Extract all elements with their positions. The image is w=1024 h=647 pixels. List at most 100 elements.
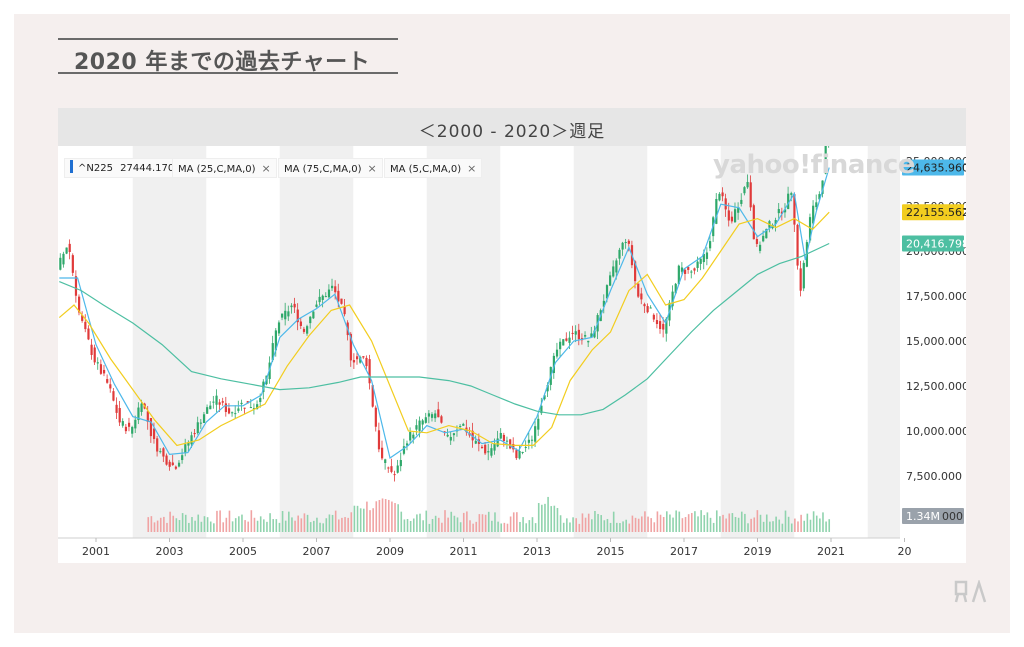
volume-bar — [309, 522, 312, 532]
candle-body — [87, 328, 90, 340]
year-band — [426, 146, 501, 538]
volume-bar — [765, 514, 768, 532]
volume-bar — [259, 516, 262, 532]
close-icon[interactable]: × — [367, 162, 377, 175]
volume-bar — [762, 521, 765, 532]
candle-body — [309, 316, 312, 324]
volume-bar — [369, 510, 371, 532]
volume-bar — [194, 520, 196, 532]
candle-body — [377, 430, 381, 450]
volume-bar — [547, 496, 549, 532]
volume-bar — [381, 498, 384, 532]
x-tick-label: 2017 — [670, 545, 698, 558]
candle-body — [640, 293, 643, 300]
volume-bar — [491, 520, 493, 532]
candle-body — [821, 180, 824, 194]
volume-bar — [512, 512, 515, 532]
candle-body — [274, 330, 277, 351]
candle-body — [552, 355, 556, 374]
volume-bar — [769, 521, 771, 532]
candle-body — [184, 444, 187, 454]
candle-body — [427, 413, 431, 417]
chart-svg[interactable]: 2001 2003 2005 2007 2009 2011 2013 2015 2017 2019… — [58, 146, 966, 563]
volume-bar — [556, 507, 559, 532]
volume-bar — [344, 517, 346, 532]
volume-bar — [675, 510, 677, 532]
candle-body — [409, 432, 412, 441]
volume-bar — [828, 519, 831, 532]
candle-body — [449, 436, 452, 441]
candle-body — [593, 330, 596, 338]
y-tick-label: 12,500.000 — [906, 380, 966, 393]
legend-chip-ma5[interactable]: MA (5,C,MA,0) × — [384, 158, 483, 178]
volume-bar — [362, 508, 365, 532]
price-tag — [902, 204, 964, 221]
close-icon[interactable]: × — [467, 162, 477, 175]
legend-chip-ma25[interactable]: MA (25,C,MA,0) × — [172, 158, 277, 178]
volume-bar — [778, 519, 781, 532]
volume-bar — [625, 519, 627, 532]
volume-bar — [825, 521, 827, 532]
x-tick-label: 2013 — [523, 545, 551, 558]
candle-body — [615, 260, 618, 273]
volume-bar — [516, 512, 518, 532]
candle-body — [708, 241, 712, 249]
close-icon[interactable]: × — [261, 162, 271, 175]
volume-bar — [528, 520, 531, 532]
chart-card: ＜2000 - 2020＞週足 2001 2003 2005 2007 2009 2011… — [58, 108, 966, 563]
candle-body — [162, 448, 165, 457]
volume-bar — [787, 516, 790, 532]
year-band — [573, 146, 648, 538]
price-tag-label: 22,155.562 — [906, 206, 966, 219]
volume-bar — [559, 515, 562, 532]
candle-body — [131, 427, 134, 434]
candle-body — [509, 439, 512, 449]
volume-bar — [416, 514, 418, 532]
candle-body — [306, 326, 309, 334]
x-tick-label: 2003 — [156, 545, 184, 558]
ma25-label: MA (25,C,MA,0) — [178, 164, 256, 175]
candle-body — [384, 459, 387, 463]
volume-bar — [584, 517, 587, 532]
candle-body — [190, 435, 193, 445]
candle-body — [81, 315, 84, 321]
candle-body — [733, 209, 737, 223]
volume-bar — [800, 514, 802, 532]
candle-body — [540, 405, 543, 414]
volume-bar — [747, 523, 749, 532]
volume-bar — [784, 510, 787, 532]
legend-chip-ticker[interactable]: ^N225 27444.170 — [64, 158, 181, 178]
volume-bar — [650, 518, 652, 532]
volume-bar — [656, 511, 659, 532]
volume-axis-label: 000 — [942, 510, 963, 523]
volume-bar — [238, 516, 240, 532]
volume-bar — [734, 516, 737, 532]
volume-bar — [178, 520, 181, 532]
candle-body — [521, 451, 524, 453]
volume-bar — [775, 516, 777, 532]
volume-bar — [475, 521, 478, 532]
volume-bar — [359, 508, 362, 532]
volume-bar — [578, 523, 581, 532]
volume-bars — [147, 496, 831, 532]
x-tick-label: 2021 — [817, 545, 845, 558]
candle-body — [165, 455, 168, 465]
candle-body — [134, 419, 137, 429]
candle-body — [577, 329, 580, 340]
candle-body — [259, 398, 262, 403]
candle-body — [234, 413, 237, 415]
legend-chip-ma75[interactable]: MA (75,C,MA,0) × — [278, 158, 383, 178]
candle-body — [758, 244, 762, 251]
candle-body — [77, 296, 81, 313]
candle-body — [396, 465, 399, 473]
candle-body — [752, 205, 755, 240]
volume-bar — [684, 517, 687, 532]
volume-bar — [219, 510, 221, 532]
candle-body — [818, 194, 821, 200]
volume-bar — [472, 523, 474, 532]
candle-body — [390, 466, 393, 472]
candle-body — [193, 432, 196, 435]
candle-body — [102, 369, 106, 374]
candle-body — [612, 266, 615, 277]
candle-body — [680, 267, 684, 272]
